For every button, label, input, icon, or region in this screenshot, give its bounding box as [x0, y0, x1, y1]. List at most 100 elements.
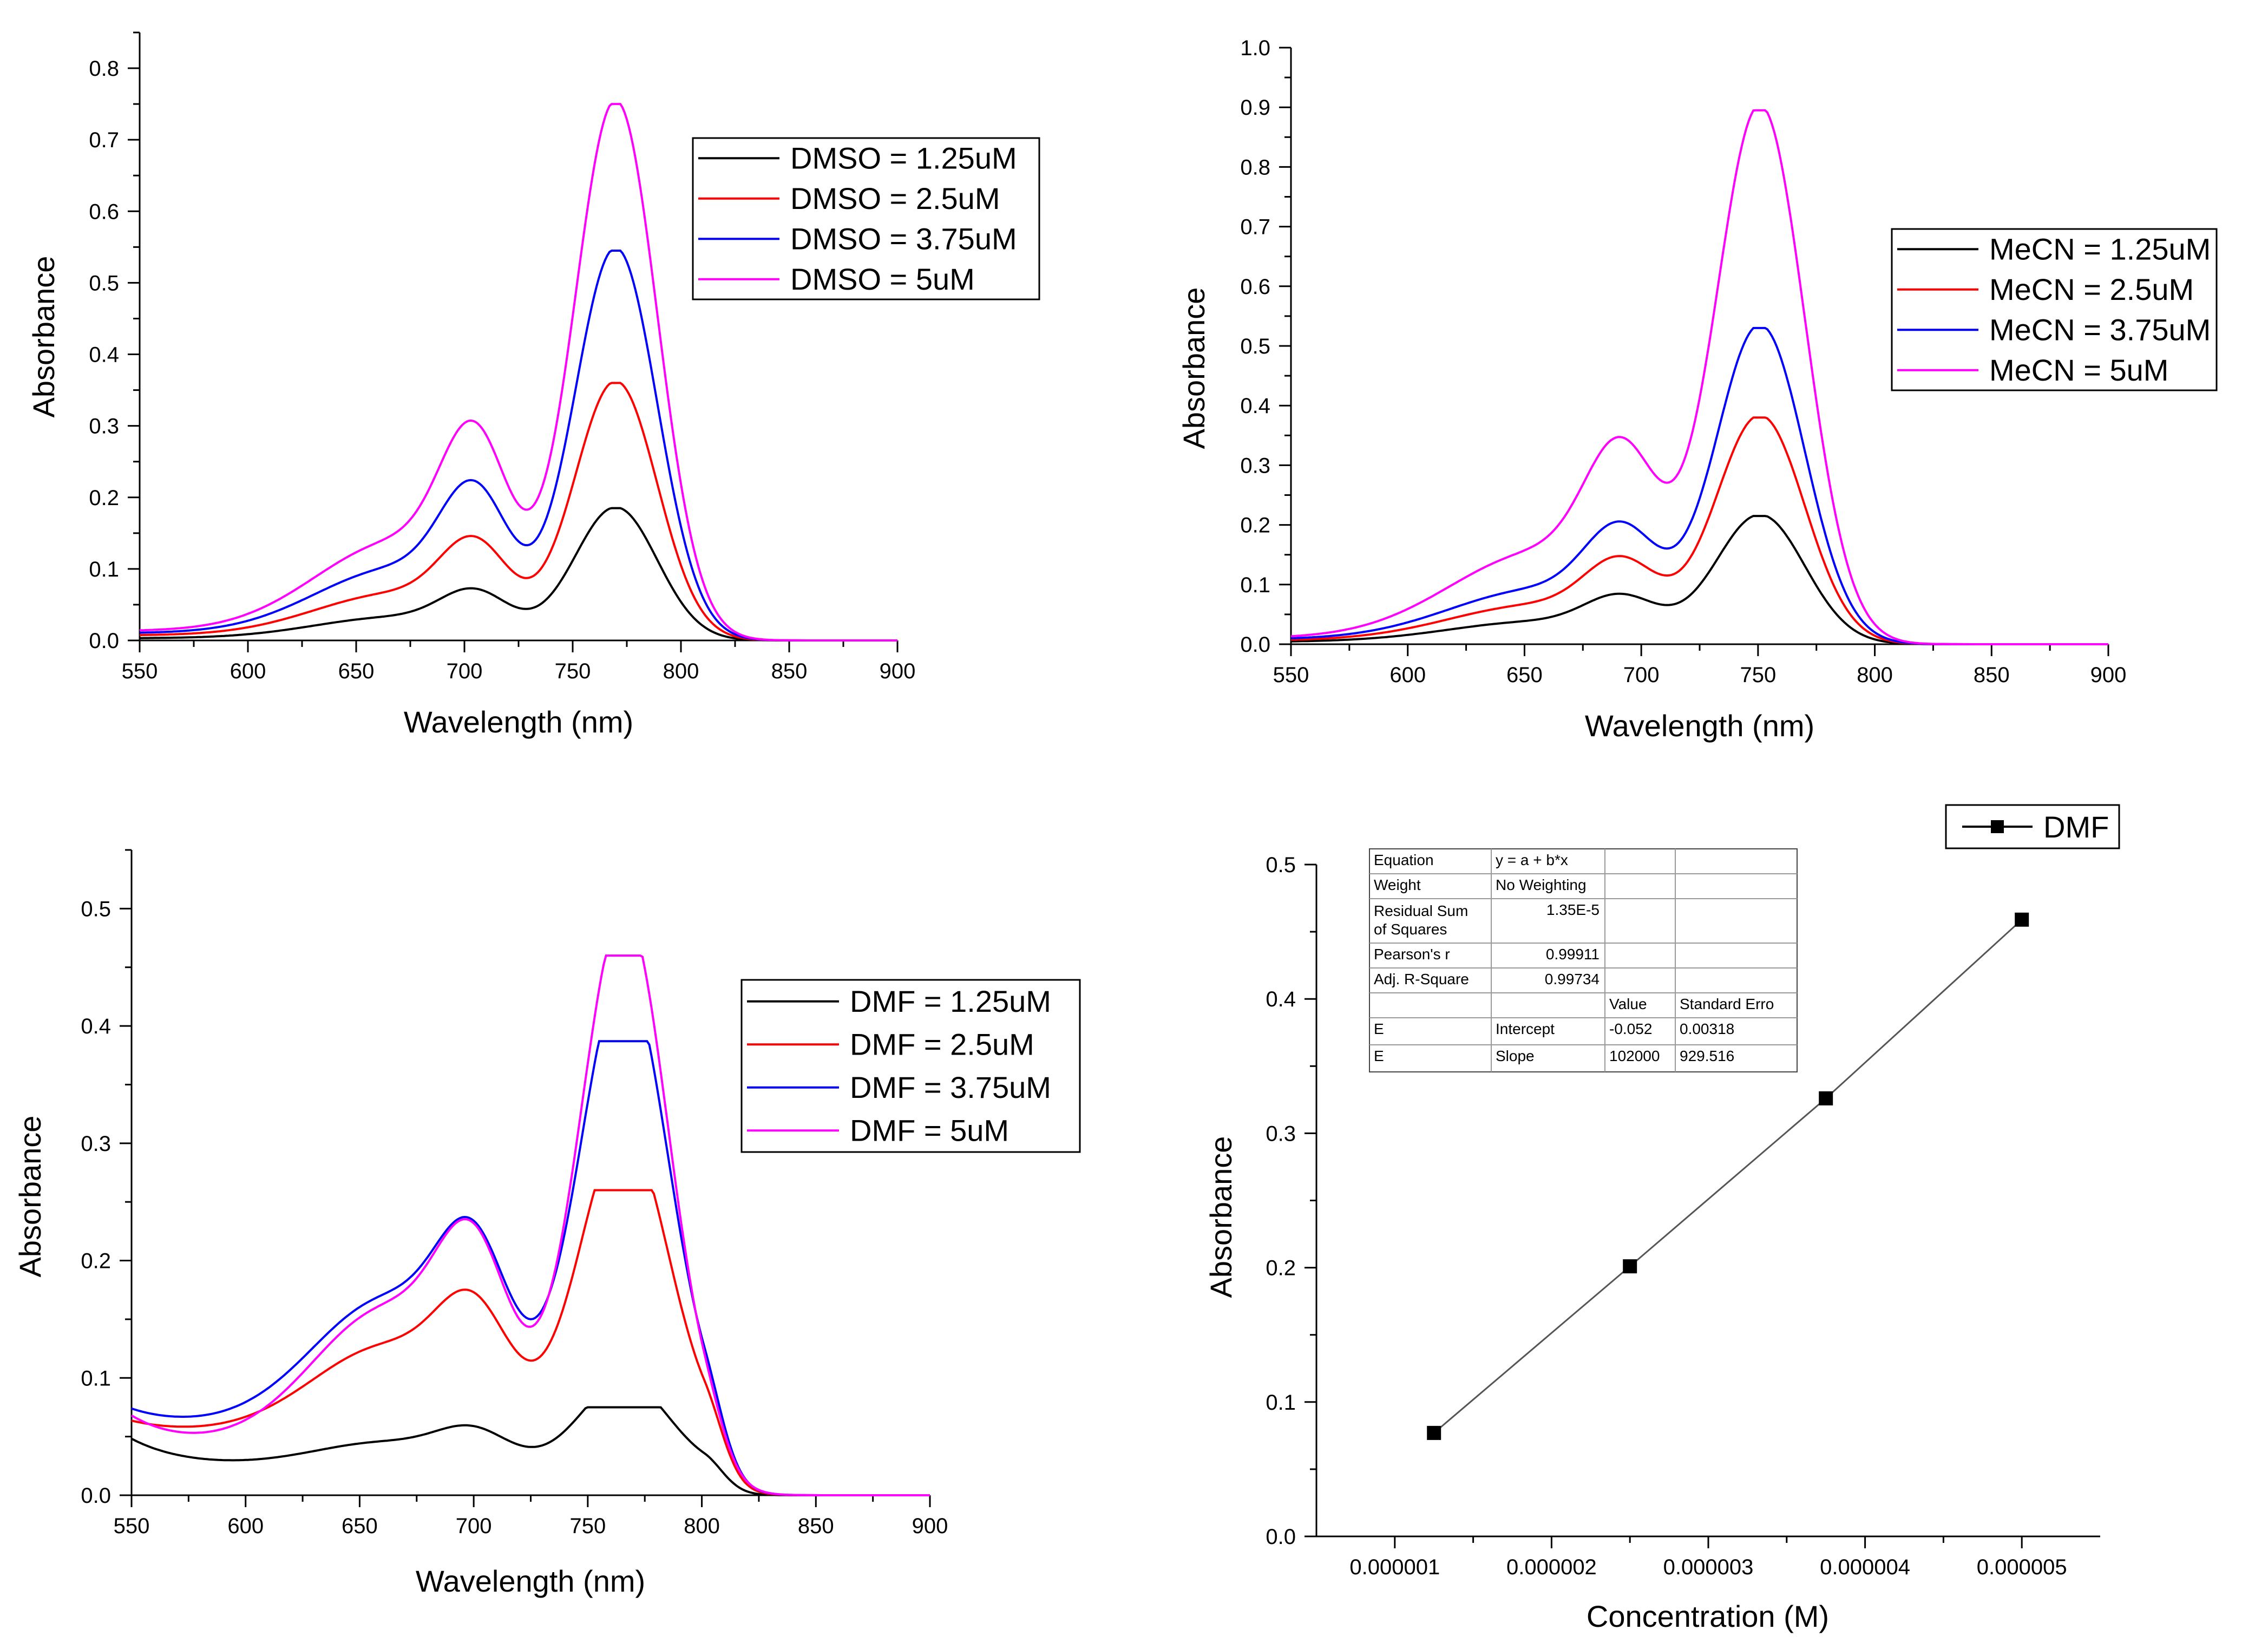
y-tick-label: 0.0	[1266, 1525, 1296, 1549]
y-tick-label: 0.0	[81, 1484, 111, 1508]
fit-table-cell: Slope	[1496, 1048, 1535, 1064]
series-line-4	[1290, 109, 2108, 645]
series-line-1	[131, 1406, 930, 1496]
x-tick-label: 600	[1389, 663, 1426, 687]
y-tick-label: 0.0	[89, 629, 119, 653]
fit-table-cell: Adj. R-Square	[1374, 971, 1469, 987]
series-line-4	[131, 954, 930, 1496]
y-tick-label: 1.0	[1240, 36, 1270, 60]
legend-box	[740, 979, 1081, 1153]
fit-table-cell: Residual Sum of Squares	[1374, 902, 1468, 938]
y-tick-label: 0.9	[1240, 96, 1270, 120]
y-axis-title: Absorbance	[27, 256, 61, 418]
y-tick-label: 0.6	[89, 200, 119, 224]
y-tick-label: 0.0	[1240, 633, 1270, 657]
x-tick-label: 850	[1974, 663, 2010, 687]
y-tick-label: 0.5	[89, 271, 119, 295]
fit-table-cell: y = a + b*x	[1496, 852, 1568, 868]
x-tick-label: 750	[555, 659, 591, 683]
legend-box	[692, 137, 1040, 300]
y-tick-label: 0.4	[89, 343, 119, 367]
series-line-1	[140, 507, 897, 642]
x-tick-label: 0.000005	[1977, 1555, 2067, 1579]
legend: MeCN = 1.25uM MeCN = 2.5uM MeCN = 3.75uM Me…	[1891, 228, 2218, 391]
fit-table-cell: 102000	[1609, 1048, 1660, 1064]
fit-table-cell: Standard Erro	[1680, 996, 1774, 1012]
x-tick-label: 550	[1273, 663, 1309, 687]
legend-box	[1891, 228, 2218, 391]
y-tick-label: 0.2	[1240, 514, 1270, 538]
data-point	[2015, 912, 2029, 927]
x-tick-label: 600	[230, 659, 266, 683]
fit-table-cell: 929.516	[1680, 1048, 1734, 1064]
x-tick-label: 0.000002	[1506, 1555, 1597, 1579]
y-tick-label: 0.7	[89, 128, 119, 152]
y-tick-label: 0.2	[81, 1249, 111, 1273]
x-tick-label: 900	[912, 1514, 948, 1538]
chart-dmf: 550 600 650 700 750 800 850 900 0.0 0.1 0.2 0.3 0.4 0…	[13, 849, 1081, 1598]
fit-table-cell-line: of Squares	[1374, 921, 1447, 938]
series-line-2	[140, 382, 897, 642]
x-tick-label: 650	[1506, 663, 1543, 687]
y-axis-title: Absorbance	[13, 1116, 47, 1278]
y-tick-label: 0.1	[89, 558, 119, 581]
y-tick-label: 0.4	[1266, 987, 1296, 1011]
x-tick-label: 700	[456, 1514, 492, 1538]
x-axis-title: Wavelength (nm)	[416, 1564, 645, 1598]
x-axis-title: Concentration (M)	[1587, 1599, 1829, 1633]
legend: DMF = 1.25uM DMF = 2.5uM DMF = 3.75uM DMF =…	[740, 979, 1081, 1153]
x-tick-label: 0.000004	[1820, 1555, 1910, 1579]
x-tick-label: 750	[1740, 663, 1776, 687]
x-tick-label: 850	[771, 659, 808, 683]
legend-label: MeCN = 2.5uM	[1989, 272, 2194, 306]
y-tick-label: 0.4	[1240, 394, 1270, 418]
series-line-3	[139, 250, 897, 642]
y-tick-label: 0.4	[81, 1015, 111, 1038]
x-tick-label: 550	[122, 659, 158, 683]
legend-marker	[1991, 820, 2004, 833]
legend: DMSO = 1.25uM DMSO = 2.5uM DMSO = 3.75uM DM…	[692, 137, 1040, 300]
y-tick-label: 0.3	[1266, 1122, 1296, 1146]
fit-table-cell: 0.99911	[1546, 946, 1600, 963]
chart-calibration: 0.000001 0.000002 0.000003 0.000004 0.000005…	[1204, 804, 2120, 1633]
y-tick-label: 0.1	[81, 1366, 111, 1390]
y-tick-label: 0.3	[1240, 454, 1270, 477]
legend-label: DMSO = 5uM	[790, 262, 975, 296]
series-line-2	[131, 1189, 930, 1496]
chart-dmso: 550 600 650 700 750 800 850 900 0.0 0.1 0.2 0.3 0.4 0…	[27, 31, 1040, 739]
legend-label: MeCN = 1.25uM	[1989, 232, 2211, 266]
x-tick-label: 0.000003	[1663, 1555, 1754, 1579]
fit-table-cell: Intercept	[1496, 1020, 1555, 1037]
x-axis-title: Wavelength (nm)	[1585, 709, 1814, 743]
legend: DMF	[1945, 804, 2120, 849]
x-tick-label: 850	[798, 1514, 834, 1538]
y-tick-label: 0.5	[1240, 335, 1270, 358]
legend-label: DMF = 3.75uM	[850, 1070, 1051, 1104]
chart-mecn: 550 600 650 700 750 800 850 900 0.0 0.1 0.2 0.3 0.4 0…	[1177, 36, 2218, 743]
fit-table-cell: No Weighting	[1496, 876, 1587, 893]
series-line-1	[1290, 515, 2108, 645]
fit-table-border	[1369, 848, 1798, 1072]
x-tick-label: 800	[1857, 663, 1893, 687]
data-point	[1427, 1425, 1441, 1440]
x-axis-title: Wavelength (nm)	[404, 705, 633, 739]
y-tick-label: 0.2	[89, 486, 119, 510]
fit-line	[1433, 919, 2023, 1434]
y-tick-label: 0.8	[89, 57, 119, 81]
y-tick-label: 0.1	[1266, 1391, 1296, 1415]
y-tick-label: 0.5	[81, 897, 111, 921]
y-tick-label: 0.3	[89, 415, 119, 439]
x-tick-label: 700	[1623, 663, 1660, 687]
y-tick-label: 0.6	[1240, 275, 1270, 299]
fit-table-cell: Pearson's r	[1374, 946, 1450, 963]
y-tick-label: 0.5	[1266, 853, 1296, 877]
data-point	[1819, 1091, 1833, 1105]
x-tick-label: 750	[569, 1514, 606, 1538]
series-line-4	[139, 103, 897, 642]
x-tick-label: 550	[114, 1514, 150, 1538]
fit-table-cell: Equation	[1374, 852, 1434, 868]
legend-label: DMF	[2043, 810, 2109, 844]
legend-label: MeCN = 5uM	[1989, 353, 2168, 387]
y-tick-label: 0.7	[1240, 215, 1270, 239]
fit-table: Equation y = a + b*x Weight No Weighting Res…	[1369, 848, 1798, 1072]
